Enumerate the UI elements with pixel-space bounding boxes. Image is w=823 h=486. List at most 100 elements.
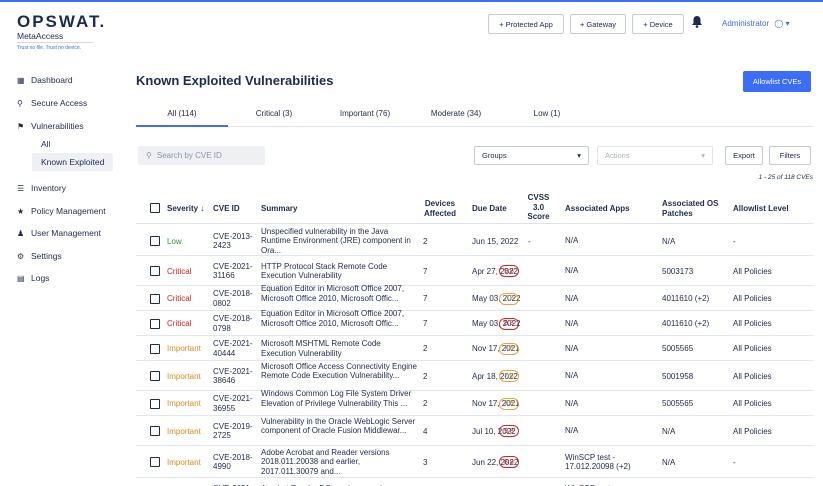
header-allowlist-level: Allowlist Level: [733, 204, 789, 213]
associated-apps: N/A: [565, 398, 579, 408]
sidebar-item-label: Vulnerabilities: [31, 121, 84, 131]
sidebar-item-logs[interactable]: ▤ Logs: [17, 273, 49, 283]
search-placeholder: Search by CVE ID: [156, 151, 222, 160]
logo-divider: [17, 42, 93, 43]
cve-summary: Equation Editor in Microsoft Office 2007…: [261, 309, 405, 328]
table-row[interactable]: Important CVE-2021-40444 Microsoft MSHTML …: [136, 336, 813, 361]
cve-summary: Equation Editor in Microsoft Office 2007…: [261, 284, 405, 303]
associated-apps: N/A: [565, 266, 579, 276]
gear-icon: ⚙: [17, 251, 25, 261]
row-checkbox[interactable]: [150, 343, 160, 354]
devices-affected: 7: [423, 319, 428, 328]
cve-id: CVE-2018-0802: [213, 289, 253, 308]
severity-label: Low: [167, 236, 182, 246]
bell-icon[interactable]: [691, 15, 703, 31]
devices-affected: 2: [423, 344, 428, 353]
tab-all[interactable]: All (114): [167, 109, 197, 118]
cve-id: CVE-2021-36955: [213, 394, 253, 413]
sidebar-item-vulnerabilities[interactable]: ⚑ Vulnerabilities: [17, 121, 84, 131]
allowlist-level: All Policies: [733, 399, 772, 408]
sidebar-item-label: User Management: [31, 228, 101, 238]
brand-tagline: Trust no file. Trust no device.: [17, 45, 82, 51]
associated-apps: N/A: [565, 426, 579, 436]
row-checkbox[interactable]: [150, 426, 160, 436]
export-button[interactable]: Export: [725, 146, 763, 165]
cve-id: CVE-2021-31166: [213, 261, 253, 281]
header-due-date: Due Date: [472, 204, 507, 213]
severity-label: Critical: [167, 319, 192, 328]
sidebar-item-policy-management[interactable]: ★ Policy Management: [17, 206, 106, 216]
cve-id: CVE-2021-: [213, 484, 255, 486]
allowlist-level: All Policies: [733, 266, 772, 276]
table-row[interactable]: Important CVE-2021-38646 Microsoft Office …: [136, 361, 813, 391]
header-severity[interactable]: Severity ↓: [167, 204, 205, 213]
users-icon: ♟: [17, 228, 25, 238]
allowlist-level: All Policies: [733, 344, 772, 353]
actions-select[interactable]: Actions ▾: [597, 146, 713, 165]
header-devices-affected: Devices Affected: [423, 199, 456, 218]
row-checkbox[interactable]: [150, 266, 160, 276]
severity-label: Important: [167, 371, 201, 381]
row-checkbox[interactable]: [150, 457, 160, 467]
tab-critical[interactable]: Critical (3): [255, 109, 293, 118]
row-checkbox[interactable]: [150, 236, 160, 246]
row-checkbox[interactable]: [150, 371, 160, 381]
groups-select[interactable]: Groups ▾: [474, 146, 589, 165]
table-row[interactable]: Important CVE-2021-36955 Windows Common Lo…: [136, 389, 813, 416]
user-menu[interactable]: Administrator ◯ ▾: [722, 19, 790, 28]
grid-icon: ▦: [17, 75, 25, 85]
table-row[interactable]: Important CVE-2019-2725 Vulnerability in t…: [136, 416, 813, 446]
cve-id: CVE-2021-40444: [213, 339, 253, 358]
cve-summary: Adobe Acrobat and Reader versions 2018.0…: [261, 447, 390, 476]
sidebar-subitem-known-exploited[interactable]: Known Exploited: [32, 153, 114, 171]
cve-id: CVE-2021-38646: [213, 366, 253, 386]
sidebar-item-inventory[interactable]: ☰ Inventory: [17, 183, 66, 193]
associated-apps: N/A: [565, 371, 579, 381]
page-title: Known Exploited Vulnerabilities: [136, 73, 334, 88]
sidebar-item-label: Inventory: [31, 183, 66, 193]
table-row[interactable]: Critical CVE-2018-0798 Equation Editor in …: [136, 309, 813, 336]
severity-label: Important: [167, 344, 201, 353]
filters-button[interactable]: Filters: [769, 146, 811, 165]
add-device-button[interactable]: + Device: [632, 14, 684, 34]
cve-summary: HTTP Protocol Stack Remote Code Executio…: [261, 261, 388, 281]
cvss-score-badge: 8.8: [499, 317, 519, 330]
search-input[interactable]: ⚲ Search by CVE ID: [138, 146, 265, 165]
header-associated-os-patches: Associated OS Patches: [662, 199, 719, 218]
cve-summary: Microsoft Office Access Connectivity Eng…: [261, 361, 417, 381]
row-checkbox[interactable]: [150, 398, 160, 409]
allowlist-level: All Policies: [733, 426, 772, 436]
active-tab-indicator: [136, 125, 228, 127]
row-checkbox[interactable]: [150, 318, 160, 329]
row-checkbox[interactable]: [150, 293, 160, 304]
sidebar-item-settings[interactable]: ⚙ Settings: [17, 251, 62, 261]
allowlist-level: -: [733, 236, 736, 246]
log-icon: ▤: [17, 273, 25, 283]
devices-affected: 7: [423, 266, 428, 276]
cvss-score: -: [528, 236, 531, 246]
tab-low[interactable]: Low (1): [533, 109, 561, 118]
severity-label: Important: [167, 457, 201, 467]
table-row[interactable]: Low CVE-2013-2423 Unspecified vulnerabilit…: [136, 226, 813, 256]
header-cve-id: CVE ID: [213, 204, 240, 213]
table-row[interactable]: Critical CVE-2018-0802 Equation Editor in …: [136, 284, 813, 311]
add-protected-app-button[interactable]: + Protected App: [488, 14, 564, 34]
add-gateway-button[interactable]: + Gateway: [570, 14, 626, 34]
sidebar-item-secure-access[interactable]: ⚲ Secure Access: [17, 98, 87, 108]
tab-moderate[interactable]: Moderate (34): [430, 109, 482, 118]
associated-os-patches: 5005565: [662, 344, 694, 353]
cvss-score-badge: 8.8: [499, 456, 519, 468]
associated-apps: WinSCP test -: [565, 484, 655, 486]
select-all-checkbox[interactable]: [150, 203, 160, 213]
allowlist-cves-button[interactable]: Allowlist CVEs: [743, 71, 811, 92]
table-row[interactable]: Critical CVE-2021-31166 HTTP Protocol Stac…: [136, 256, 813, 286]
cvss-score-badge: 9.8: [499, 265, 519, 277]
table-row[interactable]: Important CVE-2018-4990 Adobe Acrobat and …: [136, 446, 813, 478]
tab-important[interactable]: Important (76): [339, 109, 391, 118]
sidebar-item-dashboard[interactable]: ▦ Dashboard: [17, 75, 73, 85]
sidebar-item-user-management[interactable]: ♟ User Management: [17, 228, 101, 238]
sidebar-subitem-all[interactable]: All: [41, 139, 51, 149]
devices-affected: 2: [423, 371, 428, 381]
associated-apps: N/A: [565, 293, 579, 303]
